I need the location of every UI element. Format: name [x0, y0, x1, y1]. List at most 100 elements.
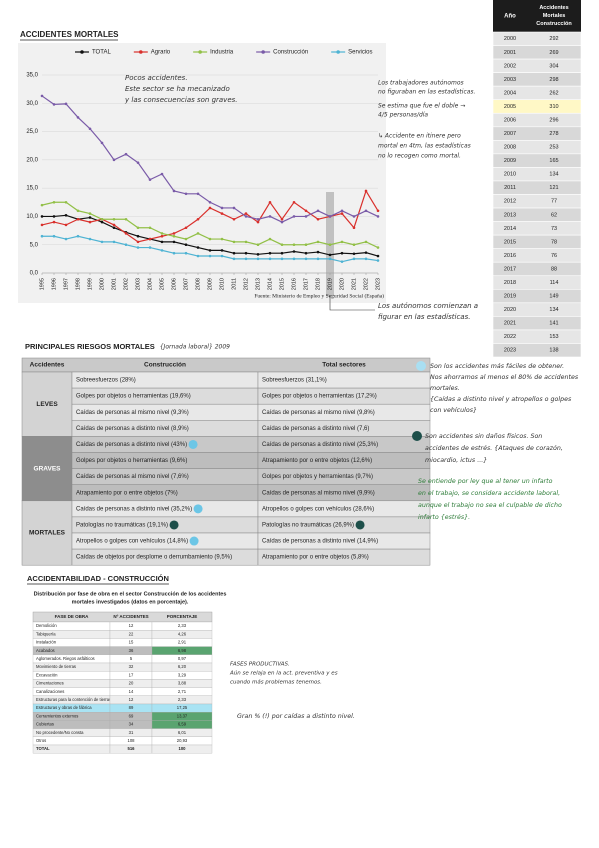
legend-marker: [80, 50, 84, 54]
x-tick-label: 2005: [159, 278, 165, 290]
point: [148, 237, 152, 241]
note-line: Nos ahorramos al menos el 80% de acciden…: [430, 373, 579, 381]
note-line: infarto {estrés}.: [418, 513, 470, 521]
risk-text: Golpes por objetos y herramientas (9,7%): [262, 474, 373, 480]
phase-text: 3,88: [178, 681, 187, 686]
phase-text: 3,29: [178, 672, 187, 677]
note-line: Son accidentes sin daños físicos. Son: [425, 432, 542, 440]
point: [52, 215, 56, 218]
year-value: 62: [551, 212, 557, 218]
subtitle: Distribución por fase de obra en el sect…: [34, 591, 227, 597]
note-line: Los autónomos comienzan a: [378, 302, 478, 310]
point: [172, 232, 176, 235]
point: [328, 243, 332, 247]
group-label: MORTALES: [29, 530, 66, 537]
y-tick-label: 20,0: [26, 157, 38, 163]
risk-text: Atrapamiento por o entre objetos (7%): [76, 490, 178, 496]
phase-text: 4,26: [178, 631, 187, 636]
point: [256, 257, 260, 261]
year-value: 138: [549, 348, 558, 354]
point: [88, 127, 92, 131]
point: [220, 237, 224, 241]
point: [376, 254, 380, 258]
phase-text: 516: [128, 746, 136, 751]
point: [208, 237, 212, 241]
note-line: ↳ Accidente en itinere pero: [378, 133, 461, 140]
point: [376, 209, 380, 213]
phase-text: 6,20: [178, 664, 187, 669]
x-tick-label: 2020: [339, 278, 345, 290]
year-cell: 2012: [504, 199, 516, 205]
point: [364, 209, 368, 213]
point: [292, 200, 296, 204]
x-tick-label: 2010: [219, 278, 225, 290]
risk-cell: [257, 548, 431, 566]
risk-text: Atrapamiento por o entre objetos (5,8%): [262, 555, 369, 561]
note-dot: [412, 431, 422, 441]
year-cell: 2002: [504, 63, 516, 69]
year-cell: 2023: [504, 348, 516, 354]
phase-text: 17,25: [177, 705, 188, 710]
x-tick-label: 2023: [375, 278, 381, 290]
point: [172, 240, 176, 244]
x-tick-label: 2003: [135, 278, 141, 290]
year-cell: 2007: [504, 131, 516, 137]
note-line: {Caídas a distinto nivel y atropellos o …: [430, 395, 572, 403]
point: [40, 234, 44, 238]
point: [352, 252, 356, 256]
phase-text: 31: [129, 730, 134, 735]
point: [124, 232, 128, 235]
risk-text: Atropellos o golpes con vehículos (14,8%…: [76, 539, 188, 545]
point: [40, 94, 44, 98]
phase-text: Movimiento de tierras: [36, 664, 76, 669]
year-header: Accidentes Mortales Construcción: [536, 5, 572, 27]
annotation-arrow: [329, 296, 375, 311]
note-line: figurar en las estadísticas.: [378, 313, 470, 321]
phase-text: Instalación: [36, 640, 57, 645]
point: [64, 223, 68, 227]
phase-text: 32: [129, 664, 134, 669]
phase-text: Excavación: [36, 672, 58, 677]
point: [328, 215, 332, 218]
year-cell: 2000: [504, 36, 516, 42]
x-tick-label: 2015: [279, 278, 285, 290]
phase-text: Demolición: [36, 623, 57, 628]
point: [268, 251, 272, 255]
x-tick-label: 1999: [87, 278, 93, 290]
year-header-bg: [493, 0, 581, 32]
phase-text: 2,71: [178, 689, 187, 694]
risk-text: Caídas de personas a distinto nivel (7,6…: [262, 426, 369, 432]
point: [280, 257, 284, 261]
point: [88, 212, 92, 215]
point: [136, 246, 140, 249]
point: [304, 243, 308, 247]
group-label: LEVES: [36, 401, 58, 408]
year-row-bg: [492, 343, 582, 358]
section-title: PRINCIPALES RIESGOS MORTALES: [25, 342, 155, 351]
heading: ACCIDENTES MORTALES: [20, 30, 119, 39]
point: [52, 200, 56, 204]
point: [112, 226, 116, 230]
point: [124, 152, 128, 156]
point: [64, 213, 68, 217]
phase-text: 36: [129, 648, 134, 653]
point: [316, 240, 320, 244]
year-value: 73: [551, 226, 557, 232]
point: [268, 215, 272, 218]
risks-header-bg: [21, 357, 431, 373]
x-tick-label: 2004: [147, 278, 153, 290]
point: [232, 206, 236, 210]
x-tick-label: 1995: [39, 278, 45, 290]
note-line: no figuraban en las estadísticas.: [378, 89, 476, 96]
point: [196, 217, 200, 221]
year-cell: 2013: [504, 212, 516, 218]
year-cell: 2006: [504, 117, 516, 123]
risk-text: Caídas de personas a distinto nivel (8,9…: [76, 426, 189, 432]
point: [232, 240, 236, 244]
point: [208, 249, 212, 252]
section-title-note: {Jornada laboral} 2009: [160, 344, 230, 351]
point: [280, 251, 284, 255]
point: [304, 257, 308, 261]
note-line: Se estima que fue el doble →: [378, 103, 465, 110]
